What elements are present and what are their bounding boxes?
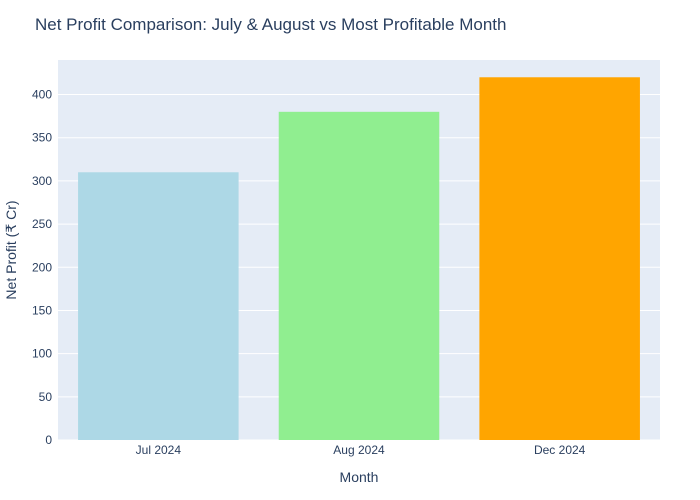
y-tick-label: 400: [32, 88, 52, 102]
y-tick-label: 100: [32, 347, 52, 361]
y-tick-label: 350: [32, 131, 52, 145]
y-axis-title: Net Profit (₹ Cr): [3, 200, 19, 299]
bar-jul-2024: [78, 172, 239, 441]
y-tick-label: 0: [45, 433, 52, 447]
x-tick-labels: Jul 2024 Aug 2024 Dec 2024: [136, 443, 586, 457]
y-tick-label: 150: [32, 303, 52, 317]
y-tick-label: 200: [32, 260, 52, 274]
x-tick-label: Dec 2024: [534, 443, 586, 457]
y-tick-label: 250: [32, 217, 52, 231]
x-tick-label: Aug 2024: [333, 443, 385, 457]
bars: [78, 77, 640, 441]
y-tick-label: 300: [32, 174, 52, 188]
chart-title: Net Profit Comparison: July & August vs …: [35, 15, 506, 34]
bar-aug-2024: [278, 111, 440, 441]
bar-dec-2024: [479, 77, 640, 440]
y-tick-labels: 0 50 100 150 200 250 300 350 400: [32, 88, 52, 447]
x-tick-label: Jul 2024: [136, 443, 182, 457]
x-axis-title: Month: [340, 469, 379, 485]
y-tick-label: 50: [39, 390, 53, 404]
